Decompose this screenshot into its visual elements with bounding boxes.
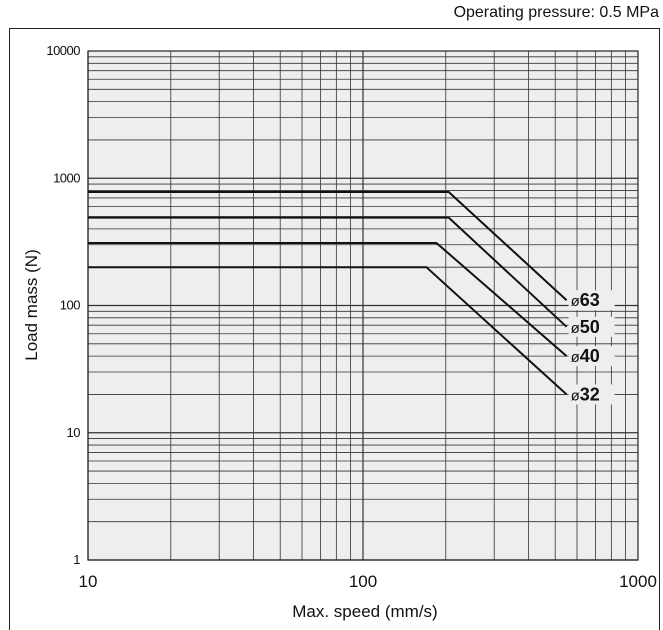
series-label-bg [568,290,615,311]
series-lines [88,190,568,396]
series-label-63: ø63 [571,290,600,310]
series-line-50 [88,216,568,328]
diameter-symbol: ø [571,320,580,337]
grid-lines [87,50,639,561]
y-tick-label: 1 [73,552,80,567]
y-tick-label: 1000 [53,170,80,185]
diameter-symbol: ø [571,387,580,404]
diameter-value: 50 [580,317,600,337]
tick-labels: 10 100 1000 1 10 100 1000 10000 [46,43,657,591]
series-label-32: ø32 [571,384,600,404]
diameter-value: 63 [580,290,600,310]
series-label-bg [568,384,615,405]
operating-pressure-note: Operating pressure: 0.5 MPa [453,4,659,21]
series-line-32 [88,266,568,396]
diameter-symbol: ø [571,349,580,366]
series-line-40 [88,241,568,357]
series-line-63 [88,190,568,301]
plot-border [87,50,639,561]
y-tick-label: 100 [60,298,80,313]
x-tick-label: 10 [79,572,98,591]
x-axis-label: Max. speed (mm/s) [292,602,437,621]
series-label-bg [568,346,615,367]
x-tick-label: 100 [349,572,377,591]
y-tick-label: 10 [67,425,81,440]
series-label-bg [568,316,615,337]
series-label-40: ø40 [571,346,600,366]
chart-frame [9,28,660,630]
series-label-50: ø50 [571,317,600,337]
x-tick-label: 1000 [619,572,657,591]
diameter-symbol: ø [571,293,580,310]
diameter-value: 40 [580,346,600,366]
y-axis-label: Load mass (N) [22,249,41,360]
diameter-value: 32 [580,384,600,404]
y-tick-label: 10000 [46,43,80,58]
